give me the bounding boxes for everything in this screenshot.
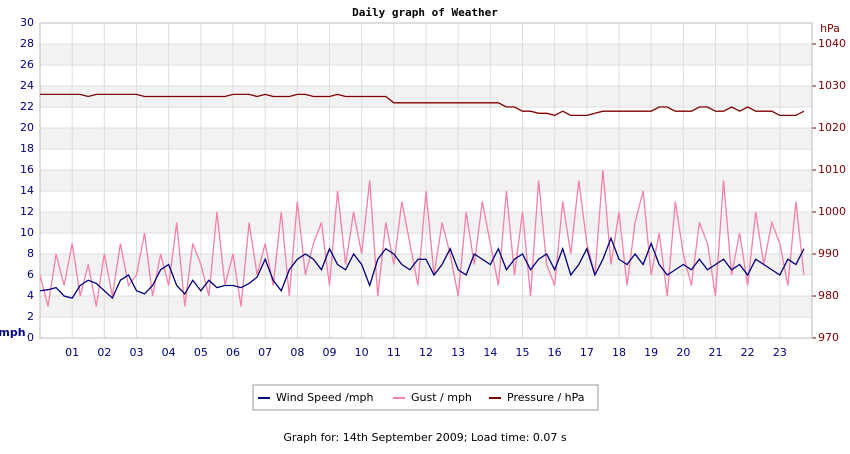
plot-border (39, 22, 813, 339)
y-tick-label: 12 (20, 205, 34, 218)
x-tick-label: 07 (258, 346, 272, 359)
x-tick-label: 03 (130, 346, 144, 359)
x-tick-label: 23 (773, 346, 787, 359)
y-tick-label: 10 (20, 226, 34, 239)
y-axis-label: mph (0, 326, 26, 339)
legend-label: Pressure / hPa (507, 391, 585, 404)
y2-tick-label: 1010 (818, 163, 846, 176)
x-tick-label: 21 (709, 346, 723, 359)
y2-tick-label: 1000 (818, 205, 846, 218)
x-tick-label: 06 (226, 346, 240, 359)
series-line (39, 169, 805, 307)
x-tick-label: 20 (676, 346, 690, 359)
x-tick-label: 02 (97, 346, 111, 359)
x-tick-label: 11 (387, 346, 401, 359)
legend-box (252, 384, 599, 411)
x-tick-label: 10 (355, 346, 369, 359)
series-line (39, 236, 805, 300)
x-tick-label: 01 (65, 346, 79, 359)
y-tick-label: 22 (20, 100, 34, 113)
x-tick-label: 14 (483, 346, 497, 359)
y2-tick-label: 990 (818, 247, 839, 260)
x-tick-label: 16 (548, 346, 562, 359)
legend-label: Wind Speed /mph (276, 391, 374, 404)
x-tick-label: 12 (419, 346, 433, 359)
x-tick-label: 09 (323, 346, 337, 359)
chart-title: Daily graph of Weather (352, 6, 498, 19)
y-tick-label: 4 (27, 289, 34, 302)
series-line (40, 93, 805, 117)
y-tick-label: 18 (20, 142, 34, 155)
x-tick-label: 08 (290, 346, 304, 359)
legend-label: Gust / mph (411, 391, 472, 404)
y-tick-label: 24 (20, 79, 34, 92)
y-tick-label: 14 (20, 184, 34, 197)
x-tick-label: 13 (451, 346, 465, 359)
y-tick-label: 26 (20, 58, 34, 71)
x-tick-label: 17 (580, 346, 594, 359)
y-tick-label: 0 (27, 331, 34, 344)
y2-axis-label: hPa (820, 22, 840, 35)
y-tick-label: 2 (27, 310, 34, 323)
y-tick-label: 16 (20, 163, 34, 176)
y2-tick-label: 1030 (818, 79, 846, 92)
y2-tick-label: 1020 (818, 121, 846, 134)
y-tick-label: 30 (20, 16, 34, 29)
y2-tick-label: 1040 (818, 37, 846, 50)
y-tick-label: 8 (27, 247, 34, 260)
x-tick-label: 05 (194, 346, 208, 359)
y-tick-label: 20 (20, 121, 34, 134)
y2-tick-label: 980 (818, 289, 839, 302)
footer: Graph for: 14th September 2009; Load tim… (283, 431, 567, 444)
x-tick-label: 19 (644, 346, 658, 359)
y2-tick-label: 970 (818, 331, 839, 344)
x-tick-label: 18 (612, 346, 626, 359)
x-tick-label: 04 (162, 346, 176, 359)
x-tick-label: 22 (741, 346, 755, 359)
y-tick-label: 6 (27, 268, 34, 281)
y-tick-label: 28 (20, 37, 34, 50)
x-tick-label: 15 (516, 346, 530, 359)
